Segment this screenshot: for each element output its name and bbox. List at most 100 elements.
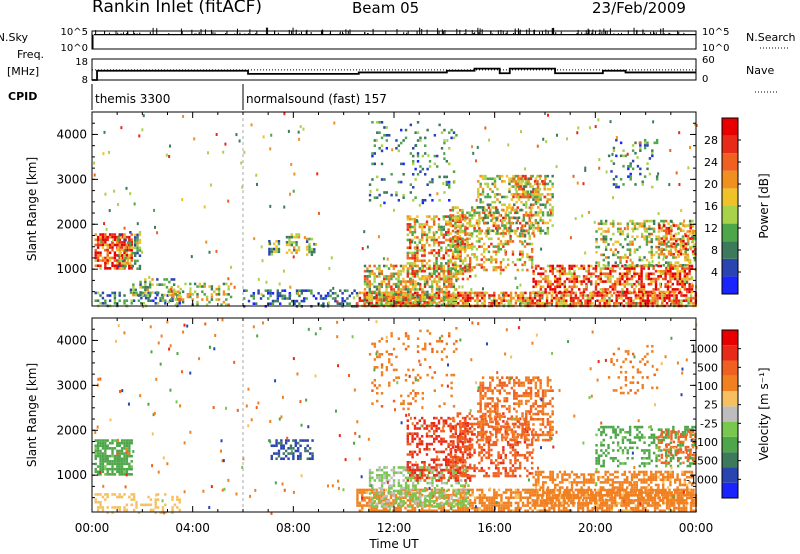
data-cell	[411, 238, 414, 242]
data-cell	[390, 172, 393, 176]
data-cell	[563, 267, 567, 270]
noise-left-label: N.Sky	[0, 31, 28, 44]
data-cell	[488, 496, 491, 500]
data-cell	[378, 264, 381, 268]
data-cell	[537, 264, 540, 268]
data-cell	[456, 269, 460, 273]
data-cell	[292, 439, 295, 442]
data-cell	[454, 215, 457, 218]
data-cell	[440, 131, 444, 134]
data-cell	[452, 131, 456, 134]
data-cell	[682, 294, 686, 297]
data-cell	[507, 488, 510, 492]
data-cell	[670, 302, 674, 305]
data-cell	[440, 504, 443, 507]
data-cell	[390, 285, 393, 289]
data-cell	[538, 291, 542, 295]
data-speckle	[598, 158, 601, 162]
data-cell	[433, 293, 436, 296]
data-cell	[414, 282, 417, 286]
data-cell	[168, 293, 171, 297]
data-speckle	[156, 231, 159, 235]
data-cell	[385, 496, 388, 500]
data-cell	[368, 488, 371, 492]
data-cell	[279, 294, 282, 298]
data-cell	[646, 162, 649, 165]
data-cell	[488, 294, 491, 297]
data-cell	[408, 223, 412, 226]
data-cell	[485, 234, 488, 238]
data-cell	[469, 294, 472, 297]
data-cell	[411, 293, 415, 296]
data-cell	[442, 217, 445, 221]
data-cell	[466, 296, 470, 300]
data-cell	[163, 293, 166, 297]
data-cell	[657, 264, 660, 268]
data-cell	[408, 215, 412, 218]
data-cell	[456, 215, 460, 218]
data-cell	[627, 302, 630, 305]
data-cell	[132, 285, 135, 289]
data-speckle	[472, 151, 475, 155]
data-cell	[288, 235, 291, 239]
data-cell	[694, 232, 697, 235]
data-speckle	[169, 144, 172, 148]
data-cell	[101, 470, 105, 474]
data-cell	[541, 221, 545, 225]
data-cell	[428, 504, 431, 507]
data-cell	[551, 193, 554, 196]
data-cell	[662, 248, 665, 251]
data-cell	[466, 294, 470, 297]
data-cell	[129, 288, 133, 292]
data-cell	[310, 248, 314, 251]
data-cell	[454, 268, 457, 272]
data-cell	[622, 164, 625, 168]
data-cell	[497, 237, 500, 241]
data-speckle	[546, 113, 549, 117]
data-speckle	[165, 153, 168, 157]
data-cell	[669, 285, 672, 289]
data-cell	[292, 241, 296, 244]
data-cell	[483, 294, 486, 297]
data-speckle	[392, 208, 395, 212]
data-cell	[669, 250, 673, 254]
data-speckle	[289, 293, 292, 297]
data-cell	[452, 509, 455, 513]
data-cell	[419, 301, 422, 304]
data-cell	[488, 509, 491, 513]
data-cell	[151, 291, 154, 294]
data-cell	[275, 245, 278, 248]
data-cell	[421, 295, 424, 299]
data-cell	[517, 299, 520, 303]
data-cell	[420, 223, 424, 226]
data-cell	[509, 299, 513, 303]
data-speckle	[598, 166, 601, 170]
data-cell	[421, 493, 424, 497]
data-cell	[529, 221, 533, 225]
data-cell	[120, 447, 124, 450]
data-cell	[508, 203, 511, 207]
data-cell	[293, 299, 296, 303]
data-cell	[614, 269, 617, 273]
data-cell	[380, 285, 383, 289]
data-cell	[647, 290, 651, 294]
data-cell	[416, 295, 419, 299]
data-cell	[466, 227, 469, 230]
data-cell	[116, 261, 119, 265]
data-cell	[159, 511, 162, 514]
data-cell	[596, 299, 599, 303]
data-cell	[440, 299, 443, 303]
data-cell	[639, 172, 642, 176]
data-cell	[104, 460, 107, 463]
data-cell	[428, 267, 431, 270]
data-cell	[378, 290, 381, 294]
data-cell	[189, 293, 192, 296]
data-cell	[159, 299, 162, 303]
data-cell	[469, 504, 472, 507]
data-speckle	[126, 258, 129, 262]
data-cell	[116, 248, 119, 252]
data-cell	[96, 465, 100, 468]
data-cell	[275, 239, 278, 243]
data-cell	[178, 291, 181, 295]
data-cell	[450, 275, 453, 278]
